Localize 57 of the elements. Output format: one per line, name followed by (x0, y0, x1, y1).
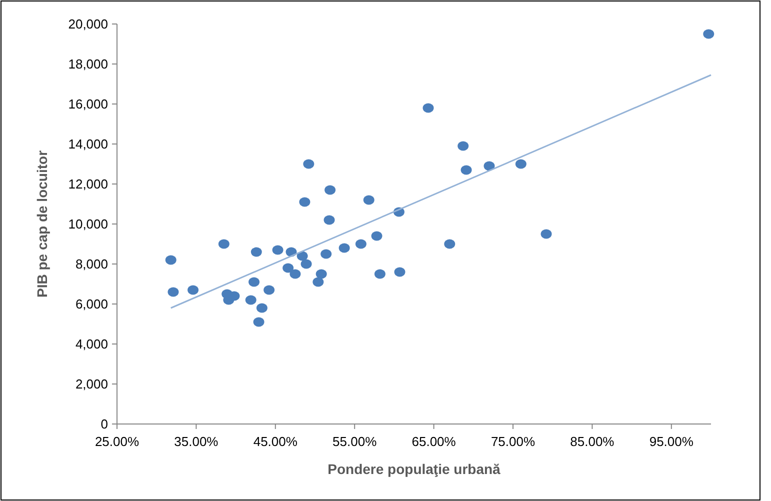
point (250, 247, 262, 257)
point (484, 161, 495, 171)
y-tick-label: 4,000 (75, 336, 108, 352)
y-tick-label: 12,000 (68, 176, 108, 192)
point (444, 239, 456, 249)
point (253, 317, 264, 327)
y-tick-label: 16,000 (68, 96, 108, 112)
point (282, 263, 294, 273)
y-axis-title: PIB pe cap de locuitor (34, 150, 50, 298)
point (256, 303, 268, 313)
x-tick-label: 65.00% (412, 434, 456, 449)
point (371, 231, 382, 241)
point (374, 269, 386, 279)
point (218, 239, 230, 249)
point (316, 269, 327, 279)
x-tick-label: 35.00% (174, 434, 219, 449)
point (324, 215, 335, 225)
y-tick-label: 8,000 (75, 256, 108, 272)
point (458, 141, 469, 151)
y-tick-label: 2,000 (75, 376, 108, 392)
point (320, 249, 332, 259)
point (245, 295, 256, 305)
point (303, 159, 314, 169)
y-tick-label: 0 (100, 416, 108, 432)
point (165, 255, 176, 265)
point (422, 103, 434, 113)
point (460, 165, 472, 175)
x-axis-title: Pondere populaţie urbană (328, 461, 501, 477)
point (703, 29, 714, 39)
point (299, 197, 310, 207)
point (540, 229, 552, 239)
x-tick-label: 45.00% (253, 434, 298, 449)
point (264, 285, 275, 295)
point (312, 277, 324, 287)
point (324, 185, 336, 195)
y-tick-label: 6,000 (75, 296, 108, 312)
x-tick-label: 95.00% (649, 434, 694, 449)
point (363, 195, 374, 205)
point (168, 287, 179, 297)
y-tick-label: 18,000 (68, 56, 108, 72)
x-tick-label: 75.00% (490, 434, 536, 449)
point (338, 243, 350, 253)
x-tick-label: 85.00% (570, 434, 615, 449)
point (355, 239, 366, 249)
point (272, 245, 284, 255)
x-tick-label: 55.00% (332, 434, 378, 449)
x-tick-label: 25.00% (94, 434, 140, 449)
point (188, 285, 199, 295)
point (515, 159, 526, 169)
y-tick-label: 10,000 (68, 216, 108, 232)
point (296, 251, 308, 261)
y-tick-label: 14,000 (68, 136, 108, 152)
point (248, 277, 260, 287)
point (300, 259, 312, 269)
point (394, 267, 406, 277)
point (290, 269, 301, 279)
y-tick-label: 20,000 (68, 16, 108, 32)
